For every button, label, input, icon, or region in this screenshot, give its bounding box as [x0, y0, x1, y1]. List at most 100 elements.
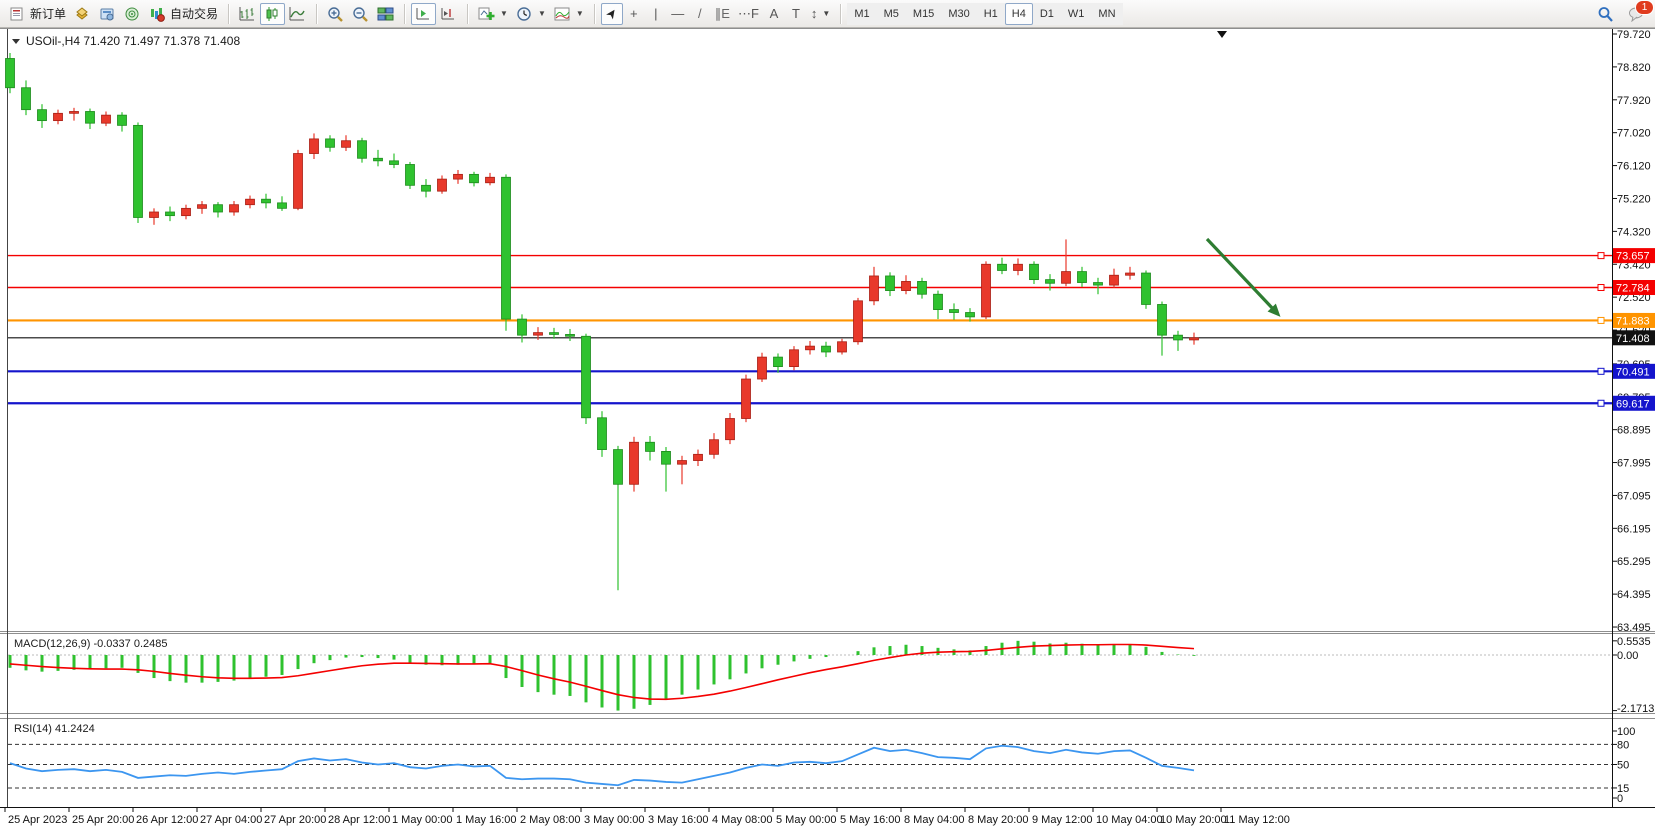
market-watch-button[interactable]	[70, 3, 95, 25]
crosshair-tool-icon: +	[630, 6, 638, 21]
timeframe-group: M1 M5 M15 M30 H1 H4 D1 W1 MN	[844, 0, 1125, 28]
svg-text:0: 0	[1617, 793, 1623, 805]
svg-text:MACD(12,26,9) -0.0337 0.2485: MACD(12,26,9) -0.0337 0.2485	[14, 638, 167, 650]
hline-handle[interactable]	[1597, 316, 1605, 324]
fibonacci-tool-button[interactable]: ⋯F	[734, 3, 763, 25]
bar-chart-button[interactable]	[235, 3, 260, 25]
svg-text:64.395: 64.395	[1617, 589, 1651, 601]
svg-text:10 May 04:00: 10 May 04:00	[1096, 814, 1163, 826]
objects-group: ▼ ▼ ▼	[471, 0, 591, 28]
svg-text:2 May 08:00: 2 May 08:00	[520, 814, 581, 826]
text-tool-button[interactable]: A	[763, 3, 785, 25]
toolbar: 新订单 自动交易	[0, 0, 1655, 28]
equidistant-channel-tool-button[interactable]: ∥E	[711, 3, 734, 25]
time-axis[interactable]: 25 Apr 2023 25 Apr 20:00 26 Apr 12:00 27 Ap…	[4, 808, 1290, 826]
chart-menu-icon[interactable]	[12, 39, 20, 44]
tile-windows-button[interactable]	[373, 3, 398, 25]
svg-text:65.295: 65.295	[1617, 556, 1651, 568]
data-window-icon	[124, 6, 141, 22]
svg-text:73.657: 73.657	[1616, 251, 1650, 263]
auto-trading-button[interactable]: 自动交易	[145, 3, 222, 25]
hline-handle[interactable]	[1597, 399, 1605, 407]
search-icon	[1597, 6, 1614, 22]
timeframe-h1-button[interactable]: H1	[976, 2, 1005, 25]
zoom-group	[320, 0, 401, 28]
trade-group: 新订单 自动交易	[2, 0, 225, 28]
svg-text:-2.1713: -2.1713	[1617, 703, 1654, 715]
svg-text:8 May 04:00: 8 May 04:00	[904, 814, 965, 826]
timeframe-m1-button[interactable]: M1	[847, 2, 877, 25]
navigator-button[interactable]	[95, 3, 120, 25]
candlestick-chart-button[interactable]	[260, 2, 286, 25]
dropdown-arrow-icon: ▼	[822, 9, 831, 18]
svg-text:3 May 16:00: 3 May 16:00	[648, 814, 709, 826]
template-icon	[554, 6, 571, 22]
horizontal-line-tool-button[interactable]: —	[667, 3, 689, 25]
timeframe-m30-button[interactable]: M30	[941, 2, 977, 25]
hline-handle[interactable]	[1597, 252, 1605, 260]
macd-pane: MACD(12,26,9) -0.0337 0.2485 0.5535 0.00 -2…	[8, 636, 1654, 715]
periods-button[interactable]: ▼	[512, 3, 550, 25]
auto-scroll-button[interactable]	[411, 2, 437, 25]
svg-text:0.5535: 0.5535	[1617, 636, 1651, 648]
horizontal-level-lines[interactable]: 73.657 72.784 71.883 71.408 70.491 69.617	[8, 248, 1655, 411]
timeframe-d1-button[interactable]: D1	[1032, 2, 1061, 25]
zoom-out-button[interactable]	[348, 3, 373, 25]
auto-scroll-icon	[415, 6, 432, 22]
arrows-tool-button[interactable]: ↕ ▼	[807, 3, 834, 25]
timeframe-h4-button[interactable]: H4	[1004, 2, 1033, 25]
add-indicator-button[interactable]: ▼	[474, 3, 512, 25]
toolbar-separator	[228, 3, 230, 24]
toolbar-separator	[593, 3, 595, 24]
crosshair-tool-button[interactable]: +	[623, 3, 645, 25]
text-label-tool-button[interactable]: T	[785, 3, 807, 25]
svg-text:3 May 00:00: 3 May 00:00	[584, 814, 645, 826]
svg-text:67.095: 67.095	[1617, 490, 1651, 502]
svg-text:5 May 00:00: 5 May 00:00	[776, 814, 837, 826]
zoom-out-icon	[352, 6, 369, 22]
text-label-tool-icon: T	[791, 6, 800, 21]
templates-button[interactable]: ▼	[550, 3, 588, 25]
auto-trading-label: 自动交易	[170, 7, 219, 21]
market-watch-icon	[74, 6, 91, 22]
chart-title: USOil-,H4 71.420 71.497 71.378 71.408	[12, 34, 240, 48]
svg-text:28 Apr 12:00: 28 Apr 12:00	[328, 814, 390, 826]
svg-text:78.820: 78.820	[1617, 62, 1651, 74]
new-order-label: 新订单	[30, 7, 67, 21]
toolbar-separator	[316, 3, 318, 24]
svg-text:USOil-,H4 71.420 71.497 71.37: USOil-,H4 71.420 71.497 71.378 71.408	[26, 34, 240, 48]
cursor-tool-button[interactable]: ➤	[600, 2, 623, 25]
svg-text:4 May 08:00: 4 May 08:00	[712, 814, 773, 826]
timeframe-mn-button[interactable]: MN	[1091, 2, 1123, 25]
equidistant-channel-tool-icon: ∥E	[714, 6, 730, 21]
navigator-icon	[99, 6, 116, 22]
timeframe-w1-button[interactable]: W1	[1060, 2, 1092, 25]
search-button[interactable]	[1593, 3, 1618, 25]
candles	[5, 53, 1199, 591]
chart-window[interactable]: 79.720 78.820 77.920 77.020 76.120 75.220 74.3…	[0, 28, 1655, 829]
scroll-group	[408, 0, 464, 28]
price-chart[interactable]: 79.720 78.820 77.920 77.020 76.120 75.220 74.3…	[0, 29, 1655, 829]
trendline-tool-button[interactable]: /	[689, 3, 711, 25]
timeframe-m15-button[interactable]: M15	[905, 2, 942, 25]
zoom-in-button[interactable]	[323, 3, 348, 25]
vertical-line-tool-button[interactable]: |	[645, 3, 667, 25]
svg-text:77.020: 77.020	[1617, 128, 1651, 140]
svg-text:27 Apr 04:00: 27 Apr 04:00	[200, 814, 262, 826]
svg-text:15: 15	[1617, 783, 1629, 795]
new-order-button[interactable]: 新订单	[5, 3, 70, 25]
trend-arrow[interactable]	[1205, 237, 1281, 317]
svg-text:0.00: 0.00	[1617, 650, 1638, 662]
chart-shift-button[interactable]	[436, 3, 461, 25]
svg-text:69.617: 69.617	[1616, 398, 1650, 410]
zoom-in-icon	[327, 6, 344, 22]
hline-handle[interactable]	[1597, 284, 1605, 292]
hline-handle[interactable]	[1597, 367, 1605, 375]
line-chart-button[interactable]	[285, 3, 310, 25]
chart-shift-marker[interactable]	[1217, 31, 1227, 38]
svg-text:70.491: 70.491	[1616, 366, 1650, 378]
timeframe-m5-button[interactable]: M5	[876, 2, 906, 25]
notifications-button[interactable]: 1	[1624, 0, 1654, 25]
new-order-icon	[9, 6, 26, 22]
data-window-button[interactable]	[120, 3, 145, 25]
